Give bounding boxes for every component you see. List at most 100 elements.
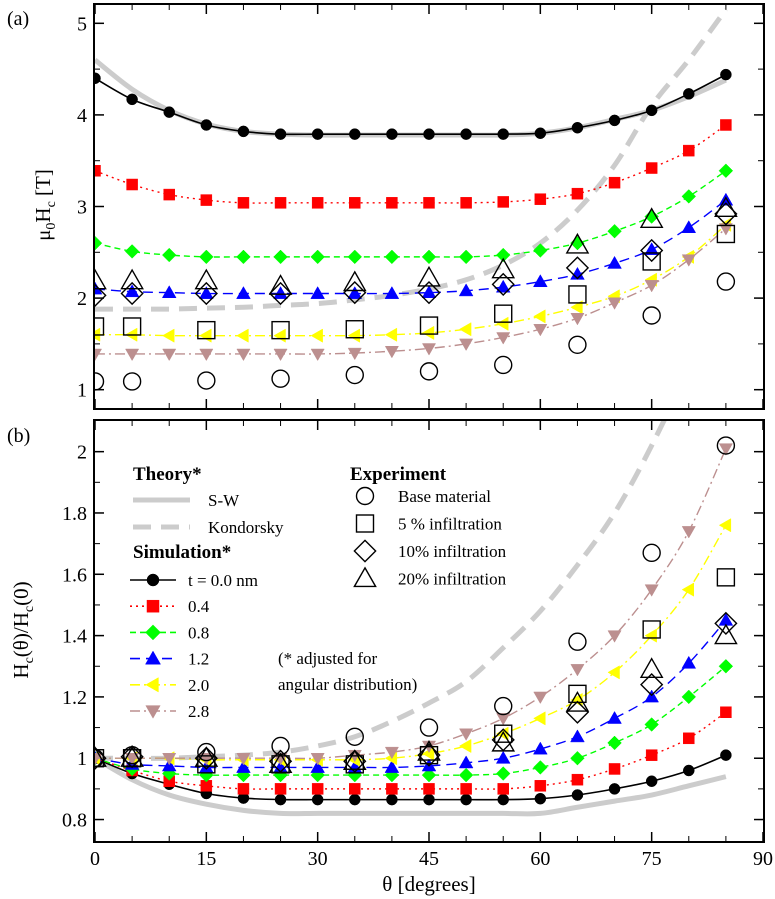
simulation-point-0 [349, 128, 361, 140]
experiment-point-0 [197, 371, 216, 390]
experiment-point-1 [716, 568, 736, 587]
panel-a-y-ticks: 1 2 3 4 5 [77, 13, 763, 402]
simulation-point-3 [644, 242, 659, 255]
simulation-point-0 [460, 128, 472, 140]
simulation-point-0 [720, 749, 732, 761]
simulation-point-1 [349, 197, 361, 209]
legend-sim-label-3: 1.2 [188, 650, 209, 669]
simulation-point-5 [384, 746, 399, 760]
panel-b-frame [93, 419, 765, 843]
legend-sim-label-1: 0.4 [188, 597, 210, 616]
simulation-point-2 [495, 766, 511, 781]
legend-exp-marker-0 [355, 486, 375, 506]
experiment-point-2 [120, 281, 144, 306]
simulation-point-5 [533, 324, 548, 337]
simulation-point-1 [386, 197, 398, 209]
simulation-point-5 [607, 297, 622, 310]
legend: Theory* S-W Kondorsky Simulation* t = 0.0 nm… [130, 464, 507, 721]
y-tick-label: 4 [77, 105, 87, 127]
simulation-point-4 [533, 309, 546, 324]
simulation-point-1 [645, 749, 658, 761]
experiment-point-3 [194, 268, 219, 290]
experiment-point-0 [568, 335, 587, 355]
experiment-point-1 [197, 320, 216, 340]
y-tick-label: 3 [77, 197, 87, 219]
experiment-point-0 [197, 742, 216, 762]
simulation-point-0 [683, 764, 695, 777]
simulation-point-1 [534, 193, 547, 205]
simulation-point-2 [124, 244, 140, 259]
legend-exp-label-2: 10% infiltration [398, 542, 507, 561]
simulation-point-0 [386, 793, 398, 806]
simulation-point-1 [720, 119, 732, 131]
simulation-point-3 [421, 285, 437, 299]
simulation-point-5 [496, 713, 511, 726]
panel-a: (a) 1 2 3 4 5 μ0Hc [T] [7, 3, 765, 410]
simulation-point-2 [607, 224, 622, 239]
panel-b-y-ticks: 0.8 1 1.2 1.4 1.6 1.8 2 [62, 442, 763, 832]
experiment-point-2 [194, 746, 218, 770]
simulation-line-0 [95, 754, 727, 801]
experiment-point-3 [194, 746, 219, 767]
theory-curve-kondorsky [95, 421, 667, 761]
simulation-point-3 [607, 710, 622, 724]
simulation-line-2 [95, 170, 727, 258]
experiment-point-2 [417, 743, 441, 767]
y-tick-label: 1.6 [62, 564, 87, 586]
simulation-point-5 [421, 343, 437, 356]
legend-sim-marker-5 [145, 705, 161, 719]
simulation-point-2 [570, 750, 585, 766]
x-tick-label: 60 [530, 848, 550, 870]
simulation-point-0 [571, 789, 584, 801]
simulation-point-5 [533, 691, 548, 705]
simulation-point-5 [681, 254, 696, 267]
simulation-point-1 [571, 187, 584, 200]
experiment-point-2 [343, 749, 367, 773]
x-tick-label: 0 [90, 848, 100, 870]
experiment-point-3 [95, 746, 107, 767]
simulation-point-5 [273, 348, 288, 362]
simulation-point-1 [200, 194, 213, 206]
experiment-point-0 [345, 365, 364, 385]
simulation-point-0 [645, 104, 658, 117]
simulation-point-5 [570, 664, 585, 677]
simulation-point-1 [497, 783, 509, 795]
simulation-point-1 [126, 178, 138, 191]
simulation-point-0 [200, 119, 213, 131]
simulation-point-3 [533, 274, 548, 288]
simulation-point-1 [237, 197, 250, 209]
simulation-point-2 [718, 163, 734, 179]
x-tick-label: 75 [642, 848, 662, 870]
simulation-point-1 [311, 197, 324, 209]
experiment-point-3 [639, 657, 664, 678]
panel-b-label: (b) [7, 425, 30, 447]
simulation-point-1 [608, 763, 621, 775]
simulation-point-1 [460, 783, 472, 795]
experiment-point-3 [639, 207, 664, 228]
simulation-line-1 [95, 711, 727, 790]
experiment-point-0 [122, 372, 142, 391]
simulation-point-3 [347, 286, 363, 299]
simulation-point-5 [347, 347, 362, 361]
legend-note-line1: (* adjusted for [278, 649, 377, 668]
experiment-point-3 [565, 691, 590, 712]
simulation-point-2 [681, 189, 697, 204]
simulation-point-2 [199, 249, 214, 265]
simulation-point-3 [533, 741, 548, 755]
theory-curve-sw [95, 57, 727, 138]
plot-contents [95, 8, 738, 391]
simulation-point-1 [683, 144, 695, 157]
y-tick-label: 5 [77, 13, 87, 35]
simulation-point-5 [236, 348, 251, 362]
simulation-point-5 [644, 584, 659, 597]
experiment-point-0 [494, 696, 513, 716]
simulation-point-2 [607, 735, 622, 751]
simulation-point-0 [683, 88, 695, 100]
simulation-point-1 [386, 783, 398, 795]
experiment-point-2 [194, 281, 218, 306]
experiment-point-2 [640, 238, 664, 263]
legend-kondorsky-label: Kondorsky [208, 518, 284, 537]
plot-contents [95, 421, 738, 817]
panel-b-y-axis-label: Hc(θ)/Hc(0) [9, 581, 37, 678]
panel-b-plot-area [95, 421, 738, 817]
